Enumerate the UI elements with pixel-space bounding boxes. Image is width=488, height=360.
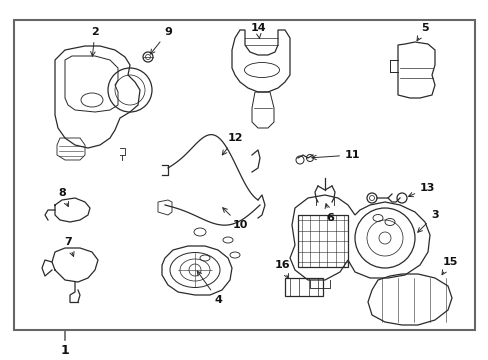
Text: 2: 2: [90, 27, 99, 56]
Text: 16: 16: [274, 260, 289, 279]
Bar: [14, 20, 474, 330]
Bar: [297, 215, 347, 267]
Text: 1: 1: [61, 343, 69, 356]
Text: 4: 4: [197, 271, 222, 305]
Text: 6: 6: [325, 204, 333, 223]
Text: 12: 12: [222, 133, 242, 155]
Text: 5: 5: [416, 23, 428, 41]
Text: 10: 10: [222, 208, 247, 230]
Bar: [285, 278, 323, 296]
Text: 3: 3: [417, 210, 438, 232]
Text: 9: 9: [150, 27, 172, 54]
Text: 8: 8: [58, 188, 68, 207]
Text: 14: 14: [250, 23, 265, 39]
Text: 11: 11: [311, 150, 360, 160]
Text: 13: 13: [407, 183, 434, 197]
Text: 15: 15: [441, 257, 457, 275]
Text: 7: 7: [64, 237, 74, 256]
